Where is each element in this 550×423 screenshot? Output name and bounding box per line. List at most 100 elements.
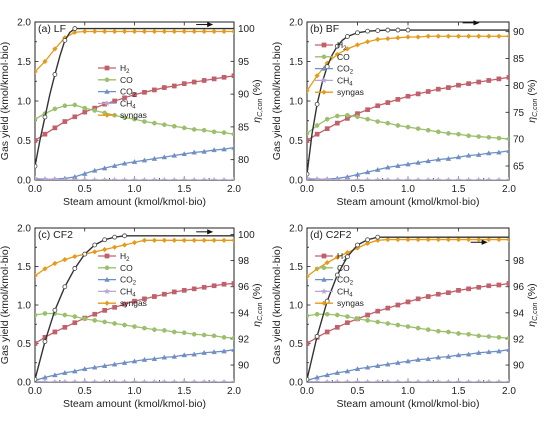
- y-axis-title: Gas yield (kmol/kmol·bio): [0, 246, 11, 364]
- point-CO2: [181, 352, 187, 358]
- point-CO: [72, 102, 78, 108]
- point-CH4: [171, 378, 178, 382]
- point-syngas: [221, 28, 227, 35]
- point-CO: [496, 334, 502, 340]
- point-syngas: [92, 249, 98, 255]
- legend-marker-CH4: [320, 77, 328, 84]
- legend-marker-H2: [104, 253, 110, 259]
- point-CO: [415, 325, 421, 331]
- point-syngas: [395, 35, 401, 41]
- point-syngas: [486, 236, 492, 243]
- y-tick-label: 1.0: [289, 301, 303, 312]
- point-H2: [201, 78, 207, 83]
- carbon-conversion-point: [35, 376, 38, 382]
- point-syngas: [211, 28, 217, 35]
- point-syngas: [191, 237, 197, 244]
- y-axis-title: Gas yield (kmol/kmol·bio): [0, 42, 11, 160]
- point-H2: [191, 79, 197, 85]
- y-right-axis-title: ηC,con (%): [526, 79, 539, 122]
- legend-label-CO2: CO2: [337, 275, 354, 287]
- point-CH4: [151, 378, 158, 382]
- carbon-conversion-point: [334, 272, 340, 278]
- point-CO: [446, 329, 451, 335]
- y-axis-title: Gas yield (kmol/kmol·bio): [271, 246, 283, 364]
- point-CO: [355, 114, 360, 120]
- point-CO2: [455, 154, 462, 160]
- y-right-tick-label: 98: [513, 256, 525, 267]
- point-CO: [171, 123, 177, 129]
- point-CO2: [506, 147, 509, 153]
- point-CO: [171, 329, 177, 335]
- y-tick-label: 2.0: [289, 18, 303, 29]
- point-syngas: [415, 236, 421, 243]
- plot-area: [35, 26, 234, 180]
- point-CO: [476, 333, 482, 339]
- point-CO: [324, 311, 330, 317]
- point-CH4: [51, 175, 59, 180]
- legend-marker-CH4: [320, 288, 328, 295]
- y-right-tick-label: 96: [238, 282, 250, 293]
- point-H2: [385, 305, 391, 311]
- x-tick-label: 2.0: [227, 184, 241, 195]
- point-CO: [231, 335, 234, 341]
- point-H2: [456, 288, 461, 293]
- x-axis-title: Steam amount (kmol/kmol·bio): [337, 398, 480, 410]
- y-tick-label: 1.5: [289, 57, 303, 68]
- point-H2: [425, 89, 431, 94]
- point-CO2: [221, 348, 227, 354]
- legend-marker-CO: [104, 77, 110, 83]
- point-CO2: [324, 372, 330, 378]
- legend-label-H2: H2: [337, 40, 347, 52]
- point-CO2: [151, 155, 158, 161]
- legend-label-H2: H2: [120, 251, 130, 263]
- point-H2: [486, 78, 492, 83]
- point-syngas: [211, 237, 217, 244]
- legend-label-CO2: CO2: [120, 275, 137, 287]
- x-tick-label: 2.0: [502, 184, 516, 195]
- right-axis-arrow-head: [473, 20, 480, 26]
- chart-panel-2: 0.0 0.5 1.0 1.5 2.0 0.0 0.5 1.0 1.5 2.0 65 70 75 80 85…: [271, 18, 539, 209]
- carbon-conversion-point: [365, 237, 371, 243]
- point-H2: [221, 74, 227, 80]
- point-CO2: [415, 159, 421, 165]
- point-CH4: [334, 378, 341, 382]
- point-CH4: [111, 378, 118, 382]
- point-CH4: [465, 378, 472, 382]
- point-H2: [405, 299, 411, 305]
- point-H2: [365, 107, 370, 113]
- legend-label-CH4: CH4: [120, 286, 136, 298]
- y-right-tick-label: 90: [513, 361, 525, 372]
- point-CH4: [455, 176, 462, 180]
- y-tick-label: 2.0: [17, 224, 31, 235]
- point-H2: [506, 74, 509, 80]
- point-CO2: [62, 369, 68, 375]
- point-CO2: [171, 353, 178, 359]
- carbon-conversion-point: [385, 27, 391, 33]
- point-CH4: [91, 176, 98, 180]
- point-CH4: [151, 176, 158, 180]
- y-right-tick-label: 96: [513, 282, 525, 293]
- point-CO: [476, 134, 482, 139]
- plot-frame: [34, 21, 235, 181]
- point-CO2: [364, 169, 371, 175]
- point-CO2: [171, 152, 178, 158]
- legend-label-CO: CO: [337, 263, 350, 273]
- y-tick-label: 1.5: [289, 262, 303, 273]
- point-syngas: [324, 259, 330, 266]
- point-CO: [181, 125, 187, 131]
- point-H2: [446, 290, 451, 296]
- point-syngas: [307, 88, 310, 94]
- y-tick-label: 0.0: [289, 176, 303, 187]
- point-H2: [221, 281, 227, 287]
- point-CH4: [171, 176, 178, 180]
- point-CO2: [496, 149, 502, 155]
- point-CH4: [435, 378, 442, 382]
- carbon-conversion-point: [112, 234, 117, 240]
- point-syngas: [455, 236, 462, 243]
- point-CO: [35, 116, 38, 122]
- point-H2: [345, 320, 350, 326]
- x-tick-label: 1.0: [128, 386, 142, 397]
- point-CO: [211, 333, 217, 339]
